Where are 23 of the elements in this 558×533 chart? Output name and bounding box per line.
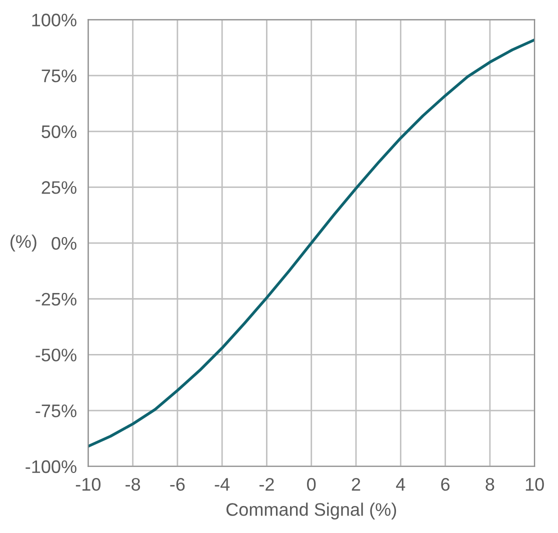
y-tick-label: -25% <box>36 292 76 306</box>
y-axis-title: (%) <box>10 234 36 252</box>
x-tick-label: 2 <box>352 478 360 491</box>
x-tick-label: 4 <box>396 478 406 491</box>
y-tick-label: 100% <box>32 14 76 26</box>
y-tick-label: -75% <box>36 404 76 418</box>
x-tick-label: 6 <box>441 478 450 491</box>
x-axis-title: Command Signal (%) <box>226 502 396 520</box>
x-tick-label: -4 <box>214 478 230 491</box>
x-tick-label: -8 <box>126 478 140 491</box>
y-tick-label: 75% <box>42 70 76 82</box>
x-tick-label: -10 <box>76 478 101 491</box>
y-tick-label: 50% <box>42 125 76 138</box>
y-tick-label: 25% <box>42 181 76 194</box>
x-tick-label: 10 <box>526 478 544 491</box>
y-tick-label: -50% <box>36 348 76 362</box>
y-tick-label: -100% <box>26 460 76 474</box>
x-tick-label: -2 <box>260 478 274 491</box>
y-tick-label: 0% <box>52 236 76 250</box>
line-series <box>88 38 535 448</box>
x-tick-label: 8 <box>486 478 494 491</box>
x-tick-label: 0 <box>307 478 316 491</box>
x-tick-label: -6 <box>170 478 185 491</box>
